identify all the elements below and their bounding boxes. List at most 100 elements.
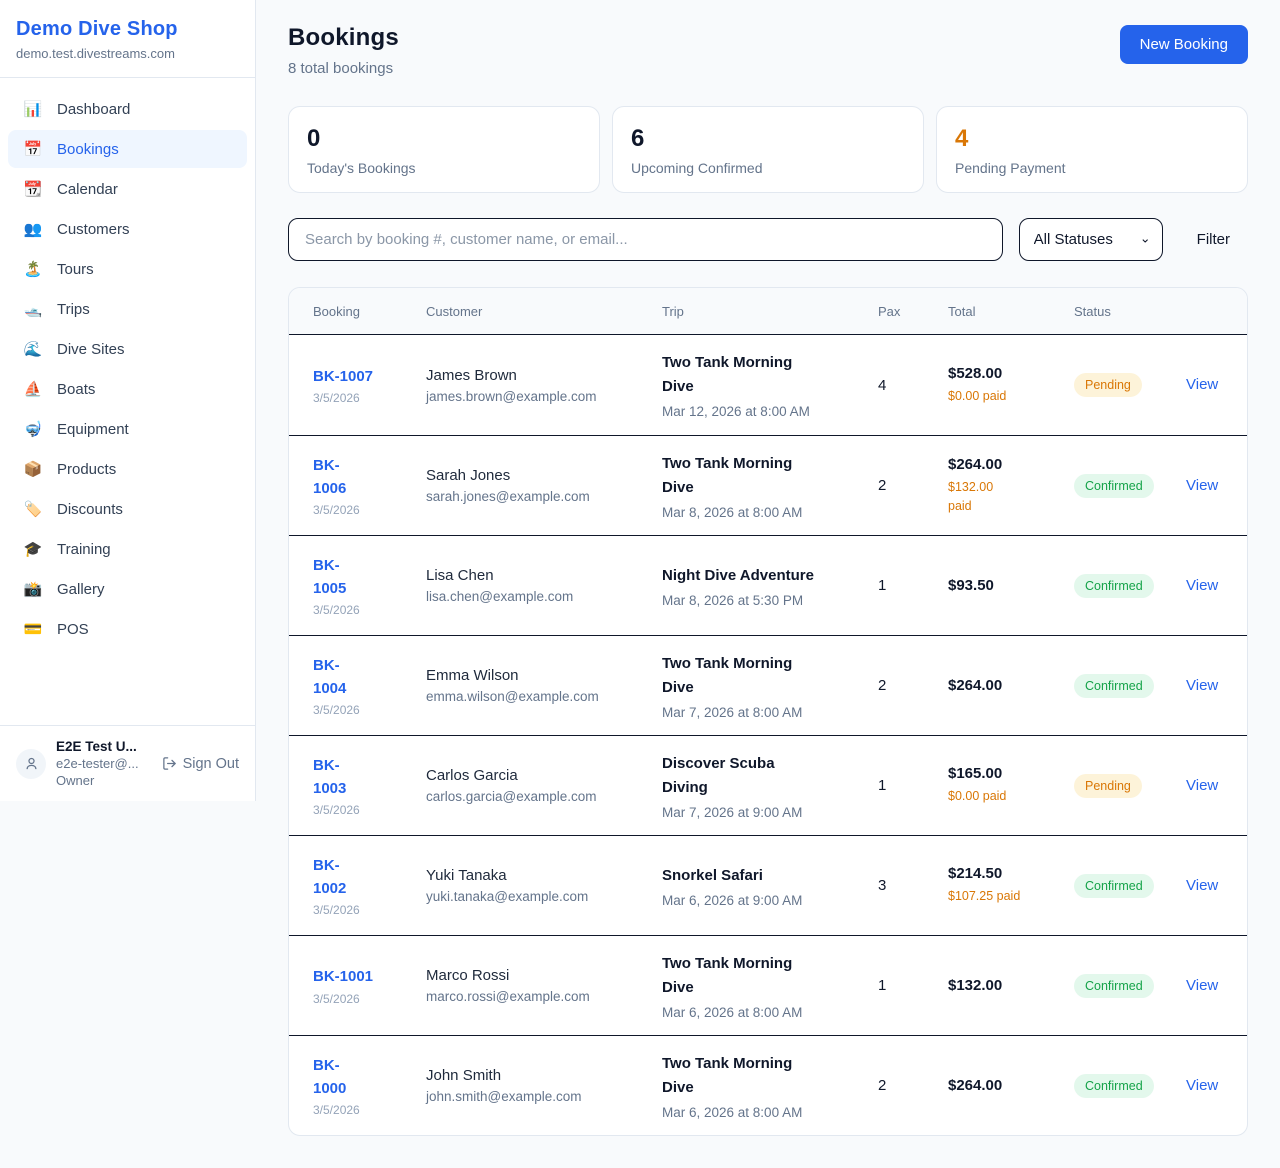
table-header: Booking Customer Trip Pax Total Status bbox=[289, 288, 1247, 335]
sidebar-item-equipment[interactable]: 🤿 Equipment bbox=[23, 420, 129, 439]
trip-name: Discover Scuba Diving bbox=[662, 754, 775, 796]
status-select-wrap: All Statuses ⌄ bbox=[1018, 218, 1163, 261]
paid-amount: $132.00 paid bbox=[948, 479, 994, 513]
sidebar-item-discounts[interactable]: 🏷️ Discounts bbox=[23, 500, 123, 519]
boats-icon: ⛵ bbox=[23, 381, 43, 398]
table-row: BK-1007 3/5/2026 James Brown james.brown… bbox=[289, 335, 1247, 435]
customer-name: Lisa Chen bbox=[426, 567, 494, 584]
pax-count: 1 bbox=[878, 777, 887, 794]
sidebar-item-products[interactable]: 📦 Products bbox=[23, 460, 117, 479]
logout-icon bbox=[162, 757, 176, 770]
stat-card-upcoming-confirmed: 6 Upcoming Confirmed bbox=[612, 106, 924, 193]
discounts-icon: 🏷️ bbox=[23, 501, 43, 518]
brand-name: Demo Dive Shop bbox=[16, 18, 178, 40]
sidebar-item-trips[interactable]: 🛥️ Trips bbox=[23, 300, 90, 319]
trip-datetime: Mar 7, 2026 at 9:00 AM bbox=[662, 804, 803, 820]
stat-value: 4 bbox=[955, 125, 969, 152]
user-name: E2E Test U... bbox=[56, 739, 137, 754]
view-link[interactable]: View bbox=[1186, 476, 1219, 494]
total-amount: $132.00 bbox=[948, 977, 1003, 994]
brand-domain: demo.test.divestreams.com bbox=[16, 46, 175, 61]
filter-button[interactable]: Filter bbox=[1179, 223, 1248, 256]
booking-number-link[interactable]: BK- 1006 bbox=[313, 456, 347, 497]
paid-amount: $107.25 paid bbox=[948, 889, 1021, 904]
stat-card-pending-payment: 4 Pending Payment bbox=[936, 106, 1248, 193]
booking-number-link[interactable]: BK- 1005 bbox=[313, 556, 347, 597]
sidebar-item-dive-sites[interactable]: 🌊 Dive Sites bbox=[23, 340, 125, 359]
sign-out-button[interactable]: Sign Out bbox=[162, 756, 239, 772]
sidebar-item-calendar[interactable]: 📆 Calendar bbox=[23, 180, 118, 199]
table-row: BK- 1005 3/5/2026 Lisa Chen lisa.chen@ex… bbox=[289, 535, 1247, 635]
table-row: BK- 1000 3/5/2026 John Smith john.smith@… bbox=[289, 1035, 1247, 1135]
customer-name: John Smith bbox=[426, 1067, 502, 1084]
status-badge: Confirmed bbox=[1074, 1073, 1154, 1098]
booking-number-link[interactable]: BK-1001 bbox=[313, 968, 374, 986]
booking-created-date: 3/5/2026 bbox=[313, 991, 360, 1006]
booking-number-link[interactable]: BK- 1000 bbox=[313, 1056, 347, 1097]
customers-icon: 👥 bbox=[23, 221, 43, 238]
table-row: BK-1001 3/5/2026 Marco Rossi marco.rossi… bbox=[289, 935, 1247, 1035]
customer-email: carlos.garcia@example.com bbox=[426, 789, 597, 804]
sign-out-label: Sign Out bbox=[182, 755, 239, 772]
view-link[interactable]: View bbox=[1186, 376, 1219, 393]
trip-name: Night Dive Adventure bbox=[662, 566, 814, 584]
trip-name: Two Tank Morning Dive bbox=[662, 654, 793, 696]
user-avatar bbox=[16, 748, 46, 779]
new-booking-button[interactable]: New Booking bbox=[1119, 25, 1248, 64]
customer-name: Carlos Garcia bbox=[426, 767, 518, 784]
booking-number-link[interactable]: BK- 1004 bbox=[313, 656, 347, 697]
trip-datetime: Mar 12, 2026 at 8:00 AM bbox=[662, 404, 810, 419]
paid-amount: $0.00 paid bbox=[948, 388, 1007, 403]
stat-label: Upcoming Confirmed bbox=[631, 160, 763, 176]
customer-name: James Brown bbox=[426, 366, 517, 384]
stat-value: 0 bbox=[307, 125, 321, 152]
sidebar: Demo Dive Shop demo.test.divestreams.com… bbox=[0, 0, 256, 801]
pax-count: 2 bbox=[878, 677, 887, 694]
sidebar-item-bookings[interactable]: 📅 Bookings bbox=[8, 130, 247, 168]
column-header-total: Total bbox=[948, 303, 976, 319]
table-row: BK- 1002 3/5/2026 Yuki Tanaka yuki.tanak… bbox=[289, 835, 1247, 935]
sidebar-item-customers[interactable]: 👥 Customers bbox=[23, 220, 130, 239]
bookings-table: Booking Customer Trip Pax Total Status B… bbox=[288, 287, 1248, 1136]
customer-name: Yuki Tanaka bbox=[426, 867, 507, 884]
booking-number-link[interactable]: BK- 1003 bbox=[313, 756, 347, 797]
pax-count: 1 bbox=[878, 977, 887, 994]
user-box: E2E Test U... e2e-tester@... Owner Sign … bbox=[0, 725, 255, 801]
customer-email: sarah.jones@example.com bbox=[426, 489, 590, 504]
sidebar-item-pos[interactable]: 💳 POS bbox=[23, 620, 89, 639]
customer-name: Marco Rossi bbox=[426, 967, 510, 984]
sidebar-item-dashboard[interactable]: 📊 Dashboard bbox=[23, 100, 131, 119]
view-link[interactable]: View bbox=[1186, 676, 1219, 694]
customer-email: emma.wilson@example.com bbox=[426, 689, 599, 704]
user-role: Owner bbox=[56, 773, 95, 788]
main-content: Bookings 8 total bookings New Booking 0 … bbox=[256, 0, 1280, 1168]
total-amount: $264.00 bbox=[948, 455, 1003, 473]
equipment-icon: 🤿 bbox=[23, 421, 43, 438]
pax-count: 4 bbox=[878, 376, 887, 394]
pax-count: 2 bbox=[878, 1077, 887, 1094]
sidebar-item-training[interactable]: 🎓 Training bbox=[23, 540, 111, 559]
view-link[interactable]: View bbox=[1186, 1076, 1219, 1094]
total-amount: $264.00 bbox=[948, 677, 1003, 694]
status-badge: Confirmed bbox=[1074, 573, 1154, 598]
total-amount: $528.00 bbox=[948, 364, 1003, 382]
view-link[interactable]: View bbox=[1186, 776, 1219, 794]
search-input[interactable] bbox=[288, 218, 1003, 261]
sidebar-item-tours[interactable]: 🏝️ Tours bbox=[23, 260, 94, 279]
view-link[interactable]: View bbox=[1186, 576, 1219, 594]
table-row: BK- 1006 3/5/2026 Sarah Jones sarah.jone… bbox=[289, 435, 1247, 535]
booking-number-link[interactable]: BK- 1002 bbox=[313, 856, 347, 897]
view-link[interactable]: View bbox=[1186, 976, 1219, 994]
customer-email: james.brown@example.com bbox=[426, 388, 597, 404]
view-link[interactable]: View bbox=[1186, 876, 1219, 894]
stat-card-todays-bookings: 0 Today's Bookings bbox=[288, 106, 600, 193]
trip-datetime: Mar 8, 2026 at 5:30 PM bbox=[662, 592, 804, 608]
sidebar-item-gallery[interactable]: 📸 Gallery bbox=[23, 580, 105, 599]
customer-email: john.smith@example.com bbox=[426, 1089, 582, 1104]
filter-row: All Statuses ⌄ Filter bbox=[288, 218, 1248, 261]
booking-number-link[interactable]: BK-1007 bbox=[313, 367, 374, 385]
sidebar-item-boats[interactable]: ⛵ Boats bbox=[23, 380, 96, 399]
table-row: BK- 1003 3/5/2026 Carlos Garcia carlos.g… bbox=[289, 735, 1247, 835]
status-select[interactable]: All Statuses bbox=[1018, 218, 1163, 261]
column-header-booking: Booking bbox=[313, 303, 360, 319]
